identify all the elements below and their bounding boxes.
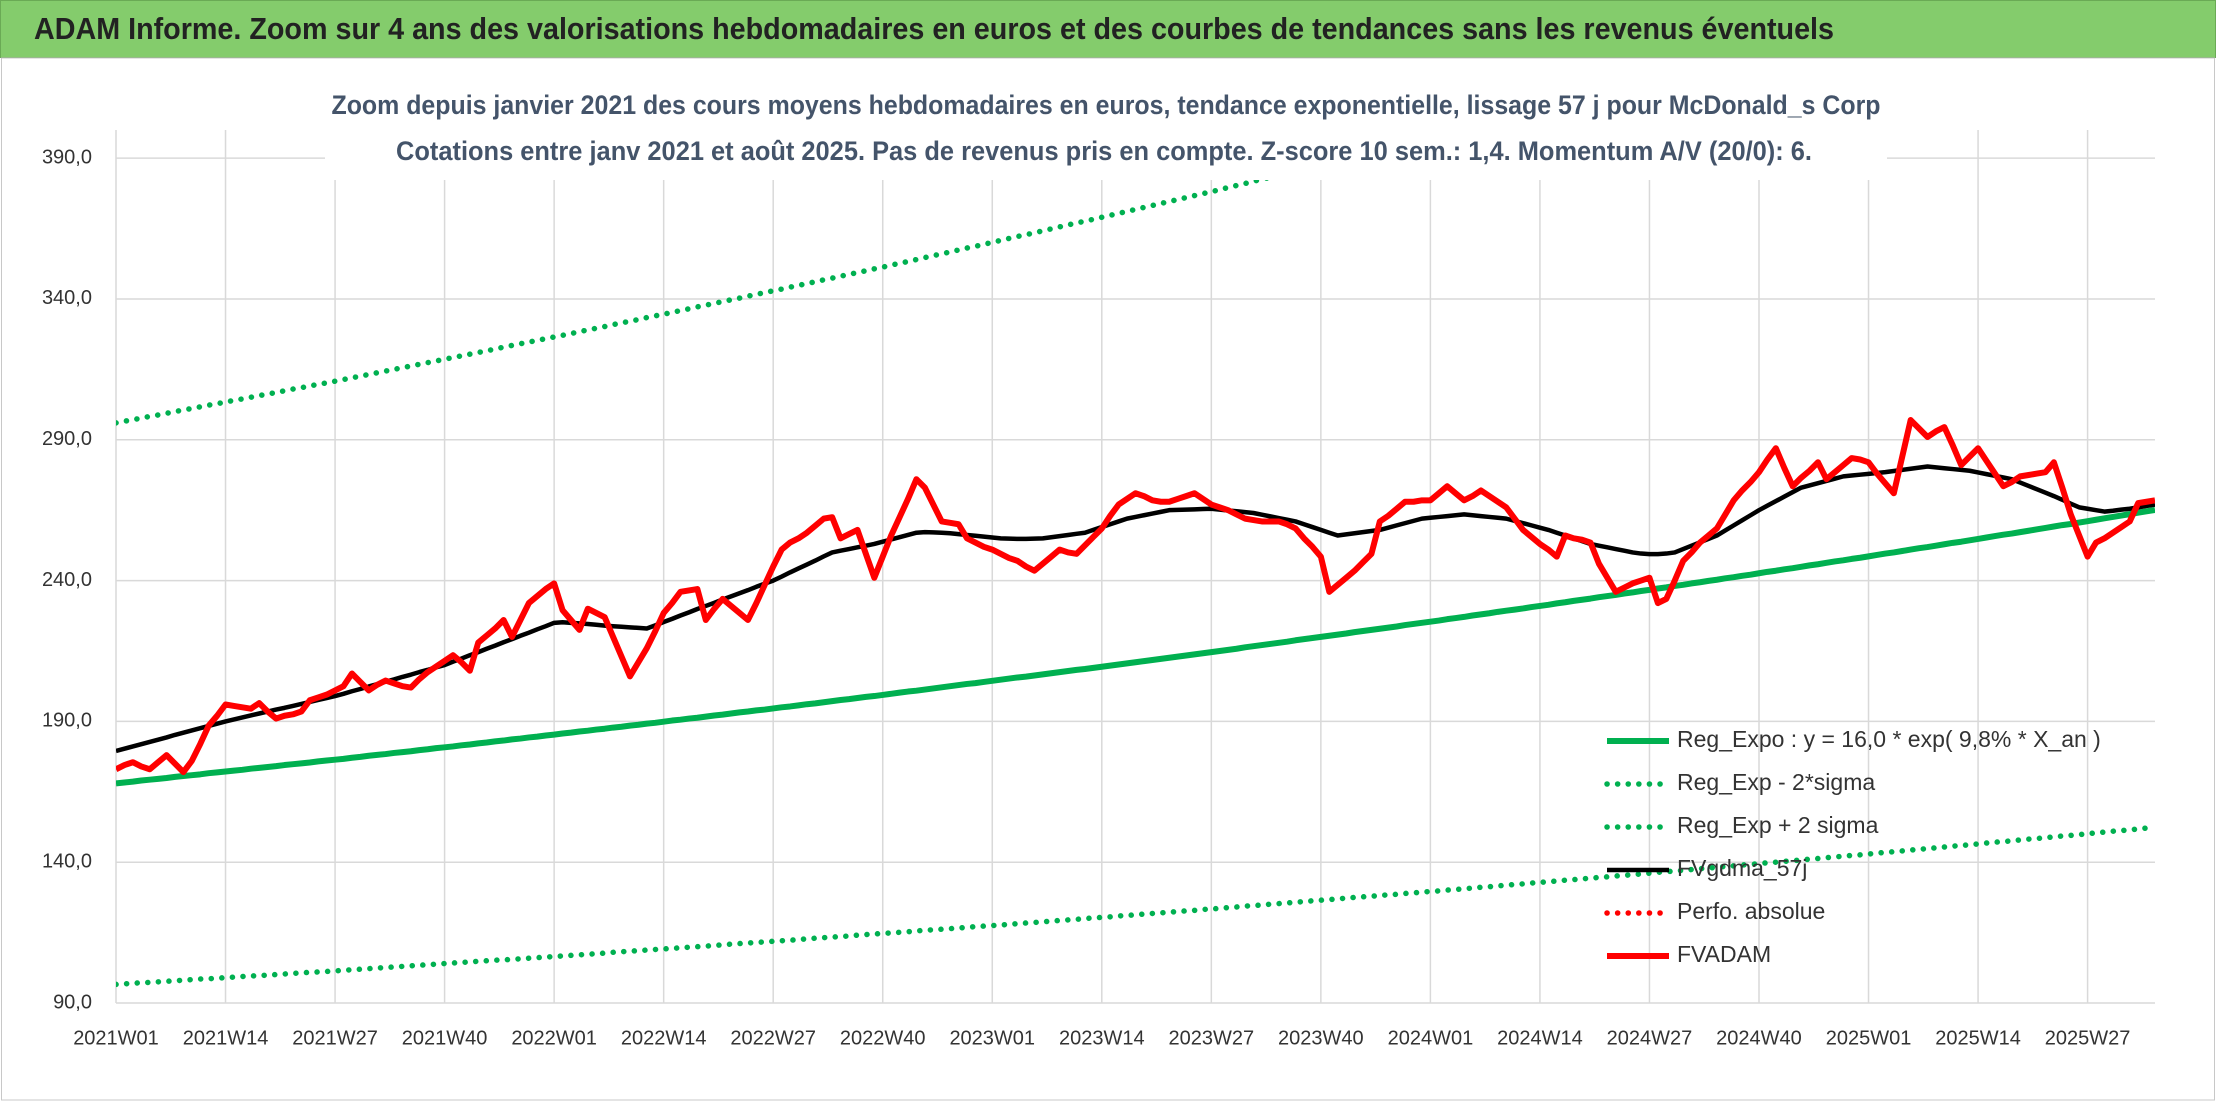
header-title: ADAM Informe. Zoom sur 4 ans des valoris… <box>34 11 1834 46</box>
y-tick-label: 340,0 <box>42 287 92 309</box>
x-tick-label: 2024W14 <box>1497 1027 1583 1049</box>
subtitle-line: Zoom depuis janvier 2021 des cours moyen… <box>332 90 1881 120</box>
x-tick-label: 2024W27 <box>1607 1027 1693 1049</box>
y-tick-label: 190,0 <box>42 710 92 732</box>
y-tick-label: 90,0 <box>53 991 92 1013</box>
x-tick-label: 2021W27 <box>292 1027 378 1049</box>
chart-frame <box>1 57 2215 1101</box>
x-tick-label: 2022W01 <box>511 1027 597 1049</box>
x-tick-label: 2023W01 <box>949 1027 1035 1049</box>
legend-label: Reg_Exp - 2*sigma <box>1677 769 1875 795</box>
plot-area <box>116 130 2155 988</box>
series-line <box>116 506 2155 787</box>
legend-label: FVgdma_57j <box>1677 855 1807 881</box>
x-tick-label: 2024W40 <box>1716 1027 1802 1049</box>
y-tick-label: 390,0 <box>42 146 92 168</box>
y-tick-label: 140,0 <box>42 850 92 872</box>
series-line <box>116 824 2155 988</box>
legend-label: Reg_Expo : y = 16,0 * exp( 9,8% * X_an ) <box>1677 726 2101 752</box>
series-line <box>116 417 2155 776</box>
grid <box>115 130 2155 1004</box>
axes: 90,0 140,0 190,0 240,0 290,0 340,0 390,0 2021W0… <box>42 146 2130 1049</box>
x-tick-label: 2024W01 <box>1388 1027 1474 1049</box>
x-tick-label: 2022W27 <box>730 1027 816 1049</box>
x-tick-label: 2023W27 <box>1169 1027 1255 1049</box>
legend-label: FVADAM <box>1677 941 1771 967</box>
legend-label: Perfo. absolue <box>1677 898 1825 924</box>
x-tick-label: 2022W14 <box>621 1027 707 1049</box>
x-tick-label: 2025W14 <box>1935 1027 2021 1049</box>
x-tick-label: 2021W14 <box>183 1027 269 1049</box>
x-tick-label: 2021W01 <box>73 1027 159 1049</box>
x-tick-label: 2025W01 <box>1826 1027 1912 1049</box>
legend-label: Reg_Exp + 2 sigma <box>1677 812 1879 838</box>
x-tick-label: 2023W14 <box>1059 1027 1145 1049</box>
legend: Reg_Expo : y = 16,0 * exp( 9,8% * X_an )… <box>1604 726 2101 967</box>
x-tick-label: 2023W40 <box>1278 1027 1364 1049</box>
subtitle-box <box>325 84 1887 180</box>
x-tick-label: 2025W27 <box>2045 1027 2131 1049</box>
subtitle-line: Cotations entre janv 2021 et août 2025. … <box>396 136 1812 166</box>
y-tick-label: 290,0 <box>42 428 92 450</box>
y-tick-label: 240,0 <box>42 569 92 591</box>
header-bar <box>0 0 2216 58</box>
x-tick-label: 2021W40 <box>402 1027 488 1049</box>
x-tick-label: 2022W40 <box>840 1027 926 1049</box>
